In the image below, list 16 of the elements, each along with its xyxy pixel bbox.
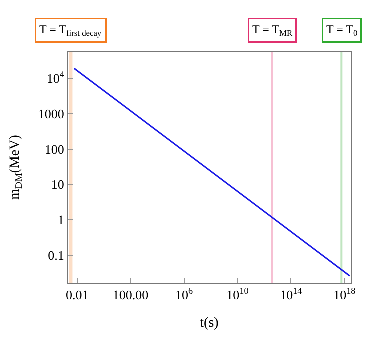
y-tick-label: 10$^{4}$ [46,70,65,86]
band-label: T = T$_{first decay}$ [40,22,102,38]
x-tick-label: 10$^{10}$ [226,286,250,303]
x-tick-label: 100.00 [112,288,149,303]
x-tick-label: 10$^{14}$ [280,286,303,303]
x-tick-label: 10$^{6}$ [175,286,194,303]
x-tick-label: 10$^{18}$ [334,286,356,303]
y-tick-label: 1 [58,212,64,228]
y-tick-label: 0.1 [48,248,64,263]
x-axis-title: t(s) [200,316,220,331]
ref-line-label: T = T$_{0}$ [326,22,358,38]
ref-line-label: T = T$_{MR}$ [252,22,293,38]
y-tick-label: 1000 [38,106,64,122]
y-tick-label: 10 [51,177,64,192]
x-tick-label: 0.01 [66,288,89,303]
y-tick-label: 100 [44,142,64,157]
